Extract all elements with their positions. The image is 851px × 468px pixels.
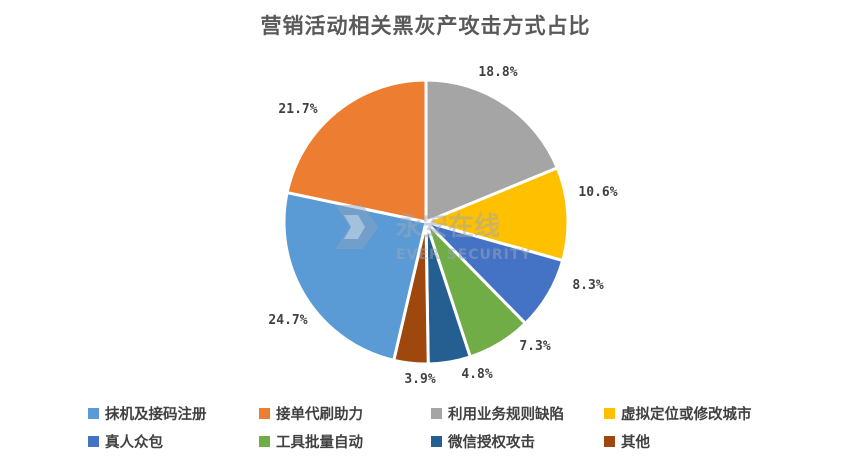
watermark: 永安在线 EVER SECURITY <box>335 205 532 263</box>
legend-row: 真人众包 工具批量自动 微信授权攻击 其他 <box>0 431 851 459</box>
legend-label: 其他 <box>621 434 650 451</box>
legend-swatch <box>431 435 442 447</box>
slice-data-label: 21.7% <box>278 102 317 117</box>
legend-swatch <box>88 407 99 419</box>
legend-swatch <box>604 435 615 447</box>
watermark-text-en: EVER SECURITY <box>396 247 532 263</box>
pie-data-labels: 18.8% 10.6% 8.3% 7.3% 4.8% 3.9% 24.7% 21.7% <box>268 65 617 387</box>
slice-data-label: 3.9% <box>404 372 435 387</box>
slice-data-label: 10.6% <box>578 185 617 200</box>
legend-swatch <box>604 407 615 419</box>
legend-item: 接单代刷助力 <box>259 403 363 423</box>
legend-label: 微信授权攻击 <box>448 434 535 451</box>
chart-legend: 抹机及接码注册 接单代刷助力 利用业务规则缺陷 虚拟定位或修改城市 真人众包 工具批量自… <box>0 403 851 459</box>
legend-swatch <box>431 407 442 419</box>
slice-data-label: 24.7% <box>268 313 307 328</box>
legend-row: 抹机及接码注册 接单代刷助力 利用业务规则缺陷 虚拟定位或修改城市 <box>0 403 851 431</box>
watermark-text-cn: 永安在线 <box>396 212 500 242</box>
legend-label: 真人众包 <box>105 434 163 451</box>
legend-item: 工具批量自动 <box>259 431 363 451</box>
pie-slice <box>285 78 428 224</box>
slice-data-label: 8.3% <box>572 278 603 293</box>
legend-item: 虚拟定位或修改城市 <box>604 403 752 423</box>
chart-title: 营销活动相关黑灰产攻击方式占比 <box>260 14 591 38</box>
watermark-logo-icon <box>335 205 378 249</box>
legend-item: 微信授权攻击 <box>431 431 535 451</box>
slice-data-label: 7.3% <box>519 339 550 354</box>
legend-swatch <box>88 435 99 447</box>
pie-slices <box>282 78 570 366</box>
legend-label: 工具批量自动 <box>276 434 363 451</box>
legend-item: 真人众包 <box>88 431 163 451</box>
pie-slice <box>282 191 428 362</box>
legend-item: 利用业务规则缺陷 <box>431 403 564 423</box>
legend-label: 利用业务规则缺陷 <box>448 406 564 423</box>
legend-label: 虚拟定位或修改城市 <box>621 406 752 423</box>
legend-label: 抹机及接码注册 <box>105 406 207 423</box>
slice-data-label: 4.8% <box>461 367 492 382</box>
pie-chart: 永安在线 EVER SECURITY 18.8% 10.6% 8.3% 7.3% 4.8… <box>268 65 617 387</box>
legend-item: 抹机及接码注册 <box>88 403 207 423</box>
legend-label: 接单代刷助力 <box>276 406 363 423</box>
legend-item: 其他 <box>604 431 650 451</box>
pie-slice <box>424 78 559 224</box>
pie-slice <box>424 166 570 263</box>
slice-data-label: 18.8% <box>478 65 517 80</box>
legend-swatch <box>259 435 270 447</box>
legend-swatch <box>259 407 270 419</box>
